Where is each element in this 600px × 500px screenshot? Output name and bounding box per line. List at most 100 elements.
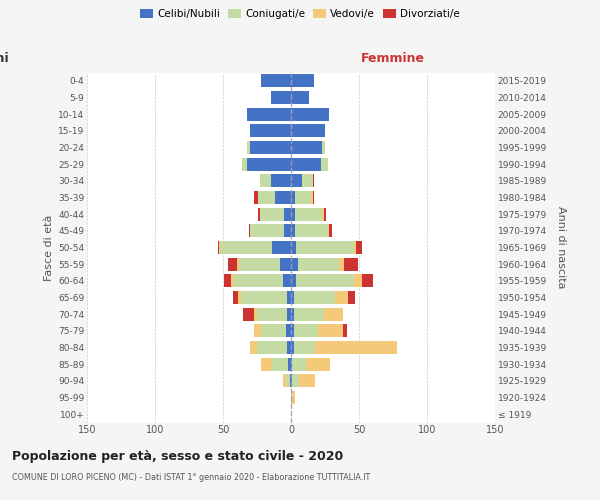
Bar	[219, 241, 291, 254]
Bar	[250, 124, 291, 138]
Bar	[291, 358, 331, 370]
Bar	[236, 258, 291, 270]
Bar	[291, 258, 298, 270]
Bar	[257, 308, 291, 320]
Bar	[291, 91, 308, 104]
Bar	[291, 224, 328, 237]
Bar	[291, 158, 328, 170]
Bar	[241, 291, 291, 304]
Bar	[291, 191, 295, 204]
Bar	[247, 108, 291, 120]
Bar	[242, 158, 291, 170]
Bar	[259, 191, 291, 204]
Bar	[291, 258, 358, 270]
Bar	[291, 224, 295, 237]
Bar	[244, 308, 291, 320]
Bar	[291, 74, 314, 88]
Bar	[247, 141, 291, 154]
Bar	[291, 208, 326, 220]
Text: COMUNE DI LORO PICENO (MC) - Dati ISTAT 1° gennaio 2020 - Elaborazione TUTTITALI: COMUNE DI LORO PICENO (MC) - Dati ISTAT …	[12, 472, 370, 482]
Bar	[261, 74, 291, 88]
Bar	[247, 141, 291, 154]
Bar	[271, 174, 291, 188]
Bar	[291, 291, 294, 304]
Bar	[261, 324, 291, 338]
Bar	[291, 324, 318, 338]
Bar	[238, 291, 291, 304]
Bar	[247, 108, 291, 120]
Bar	[291, 208, 323, 220]
Bar	[291, 341, 397, 354]
Bar	[233, 291, 291, 304]
Bar	[250, 224, 291, 237]
Bar	[291, 74, 314, 88]
Bar	[272, 241, 291, 254]
Bar	[283, 274, 291, 287]
Bar	[260, 174, 291, 188]
Bar	[291, 308, 343, 320]
Bar	[257, 341, 291, 354]
Bar	[291, 291, 355, 304]
Bar	[284, 208, 291, 220]
Bar	[291, 74, 314, 88]
Bar	[291, 224, 329, 237]
Bar	[229, 258, 291, 270]
Bar	[291, 258, 344, 270]
Bar	[250, 124, 291, 138]
Text: Maschi: Maschi	[0, 52, 10, 66]
Bar	[291, 174, 314, 188]
Bar	[280, 258, 291, 270]
Bar	[239, 258, 291, 270]
Bar	[249, 224, 291, 237]
Bar	[291, 391, 295, 404]
Bar	[291, 258, 338, 270]
Bar	[250, 124, 291, 138]
Bar	[291, 158, 321, 170]
Bar	[283, 374, 291, 388]
Bar	[291, 174, 313, 188]
Bar	[260, 174, 291, 188]
Bar	[260, 174, 291, 188]
Bar	[259, 191, 291, 204]
Bar	[242, 158, 291, 170]
Bar	[287, 341, 291, 354]
Bar	[291, 208, 295, 220]
Bar	[275, 191, 291, 204]
Bar	[291, 124, 325, 138]
Bar	[291, 74, 314, 88]
Bar	[291, 91, 308, 104]
Text: Popolazione per età, sesso e stato civile - 2020: Popolazione per età, sesso e stato civil…	[12, 450, 343, 463]
Bar	[287, 308, 291, 320]
Bar	[254, 308, 291, 320]
Bar	[291, 241, 362, 254]
Bar	[259, 208, 291, 220]
Bar	[291, 358, 292, 370]
Bar	[291, 141, 325, 154]
Bar	[234, 274, 291, 287]
Bar	[218, 241, 291, 254]
Bar	[291, 124, 325, 138]
Bar	[291, 124, 325, 138]
Bar	[291, 308, 343, 320]
Bar	[291, 241, 356, 254]
Bar	[291, 124, 325, 138]
Bar	[271, 91, 291, 104]
Bar	[291, 374, 316, 388]
Bar	[291, 191, 314, 204]
Bar	[287, 291, 291, 304]
Bar	[291, 374, 299, 388]
Bar	[291, 141, 325, 154]
Bar	[291, 341, 316, 354]
Bar	[247, 108, 291, 120]
Bar	[242, 158, 291, 170]
Bar	[291, 108, 329, 120]
Bar	[291, 324, 294, 338]
Bar	[290, 374, 291, 388]
Bar	[291, 341, 294, 354]
Bar	[291, 324, 347, 338]
Bar	[250, 224, 291, 237]
Bar	[247, 108, 291, 120]
Bar	[291, 141, 325, 154]
Bar	[220, 241, 291, 254]
Bar	[291, 224, 332, 237]
